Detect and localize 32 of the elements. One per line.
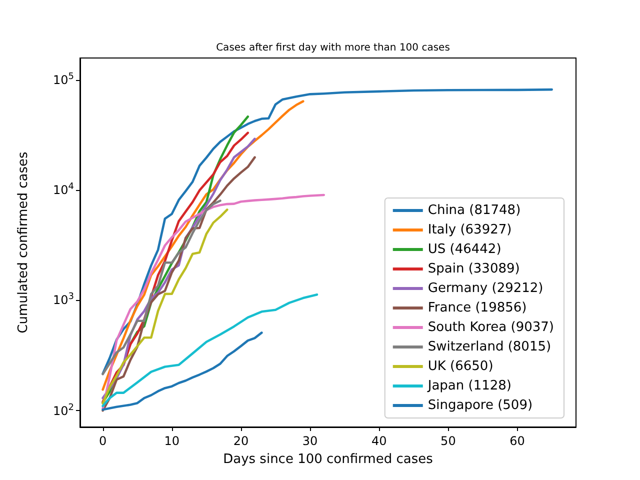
y-tick-label: 10$^{5}$ — [52, 72, 74, 88]
legend-label: Germany (29212) — [428, 281, 544, 296]
legend-label: France (19856) — [428, 300, 527, 316]
x-tick-label: 60 — [510, 434, 525, 448]
legend-label: US (46442) — [428, 242, 502, 257]
legend-label: Italy (63927) — [428, 222, 512, 238]
x-tick-label: 50 — [440, 434, 456, 448]
legend-label: China (81748) — [428, 203, 521, 218]
chart-title: Cases after first day with more than 100 cases — [216, 42, 450, 54]
x-axis-title: Days since 100 confirmed cases — [223, 452, 434, 467]
x-tick-label: 40 — [371, 434, 387, 448]
legend-label: Singapore (509) — [428, 398, 533, 413]
y-tick-label: 10$^{2}$ — [52, 402, 74, 419]
line-series — [102, 332, 263, 411]
x-tick-label: 10 — [164, 434, 180, 448]
legend-label: South Korea (9037) — [428, 320, 554, 335]
legend-label: UK (6650) — [428, 359, 494, 374]
legend-label: Switzerland (8015) — [428, 340, 552, 354]
line-series — [102, 293, 318, 408]
y-axis-title: Cumulated confirmed cases — [16, 151, 31, 334]
y-tick-label: 10$^{3}$ — [52, 292, 74, 308]
line-series — [102, 200, 222, 376]
x-tick-label: 20 — [233, 434, 249, 448]
line-series — [102, 100, 304, 391]
legend-label: Spain (33089) — [428, 262, 520, 276]
x-tick-label: 30 — [302, 434, 318, 448]
line-series — [102, 194, 326, 410]
line-series — [102, 88, 553, 375]
x-tick-label: 0 — [98, 434, 107, 448]
y-tick-label: 10$^{4}$ — [52, 182, 74, 198]
line-series — [102, 208, 228, 405]
legend-label: Japan (1128) — [426, 378, 512, 394]
